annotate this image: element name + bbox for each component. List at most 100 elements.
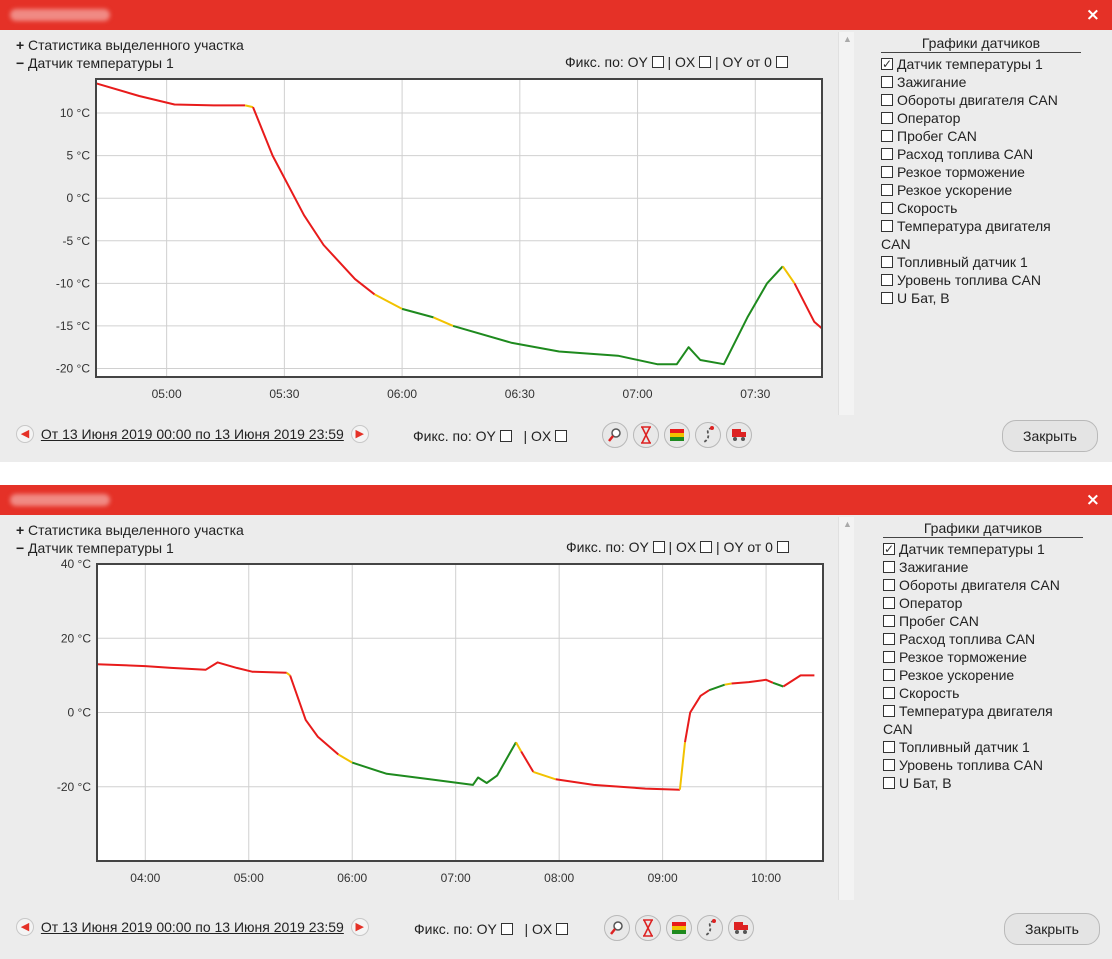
zoom-icon[interactable]	[604, 915, 630, 941]
sensor-checkbox[interactable]	[883, 651, 895, 663]
y-tick-label: -20 °C	[57, 780, 91, 794]
sensor-checkbox[interactable]	[881, 292, 893, 304]
bottom-fix-ox-checkbox[interactable]	[555, 430, 568, 442]
color-bars-icon[interactable]	[666, 915, 692, 941]
sensor-checkbox[interactable]	[881, 256, 893, 268]
title-redacted	[10, 9, 110, 21]
sensor-checkbox[interactable]	[881, 55, 893, 73]
color-bars-icon[interactable]	[664, 422, 690, 448]
hourglass-icon[interactable]	[635, 915, 661, 941]
y-tick-label: -10 °C	[56, 276, 90, 290]
next-period-icon[interactable]: ▶	[350, 918, 369, 937]
temperature-chart[interactable]: 05:00 05:30 06:00 06:30 07:00 07:30 10 °C 5 °C 0…	[0, 72, 835, 402]
stats-toggle[interactable]: + Статистика выделенного участка	[16, 522, 244, 538]
stats-toggle[interactable]: + Статистика выделенного участка	[16, 37, 244, 53]
sensor-item[interactable]: Уровень топлива CAN	[883, 756, 1083, 774]
sensor-item[interactable]: Топливный датчик 1	[881, 253, 1081, 271]
sensor-item[interactable]: Температура двигателя CAN	[883, 702, 1083, 738]
sensor-checkbox[interactable]	[881, 166, 893, 178]
sensor-item[interactable]: Пробег CAN	[883, 612, 1083, 630]
sensor-item[interactable]: Зажигание	[883, 558, 1083, 576]
sensor-checkbox[interactable]	[881, 130, 893, 142]
fix-ox-checkbox[interactable]	[699, 56, 712, 68]
sensor-item[interactable]: Оператор	[883, 594, 1083, 612]
sensor-item[interactable]: Резкое торможение	[881, 163, 1081, 181]
sensor-item[interactable]: Резкое ускорение	[883, 666, 1083, 684]
sensor-item[interactable]: Резкое торможение	[883, 648, 1083, 666]
close-button[interactable]: Закрыть	[1004, 913, 1100, 945]
sensor-checkbox[interactable]	[881, 148, 893, 160]
sensor-checkbox[interactable]	[883, 579, 895, 591]
close-icon[interactable]: ×	[1085, 5, 1100, 25]
sensor-checkbox[interactable]	[881, 184, 893, 196]
scroll-up-icon[interactable]: ▲	[843, 519, 852, 529]
sensor-item[interactable]: Зажигание	[881, 73, 1081, 91]
sensor-checkbox[interactable]	[881, 76, 893, 88]
bottom-fix-oy-checkbox[interactable]	[500, 923, 513, 935]
sensor-item[interactable]: Датчик температуры 1	[881, 55, 1081, 73]
sensor-item[interactable]: Скорость	[883, 684, 1083, 702]
sensor-item[interactable]: Уровень топлива CAN	[881, 271, 1081, 289]
close-icon[interactable]: ×	[1085, 490, 1100, 510]
bottom-fix-ox-checkbox[interactable]	[556, 923, 569, 935]
temperature-chart[interactable]: 04:00 05:00 06:00 07:00 08:00 09:00 10:00 40 °C…	[0, 557, 835, 887]
sensor-checkbox[interactable]	[883, 759, 895, 771]
fix-oy0-checkbox[interactable]	[776, 541, 789, 553]
sensor-checkbox[interactable]	[883, 741, 895, 753]
fix-oy-checkbox[interactable]	[652, 541, 665, 553]
fix-ox-label: | OX	[667, 54, 696, 70]
truck-icon[interactable]	[726, 422, 752, 448]
chart-scrollbar[interactable]: ▲	[838, 32, 854, 415]
sensor-label: Уровень топлива CAN	[899, 757, 1043, 773]
sensor-checkbox[interactable]	[883, 633, 895, 645]
prev-period-icon[interactable]: ◀	[16, 425, 34, 444]
sensor-checkbox[interactable]	[883, 597, 895, 609]
sensor-checkbox[interactable]	[883, 777, 895, 789]
sensor-toggle[interactable]: − Датчик температуры 1	[16, 540, 174, 556]
next-period-icon[interactable]: ▶	[350, 425, 369, 444]
sensor-item[interactable]: Топливный датчик 1	[883, 738, 1083, 756]
sensor-toggle[interactable]: − Датчик температуры 1	[16, 55, 174, 71]
sensor-checkbox[interactable]	[881, 220, 893, 232]
fix-oy-checkbox[interactable]	[651, 56, 664, 68]
sensor-checkbox[interactable]	[883, 561, 895, 573]
sensor-item[interactable]: U Бат, В	[881, 289, 1081, 307]
sensor-item[interactable]: Расход топлива CAN	[881, 145, 1081, 163]
sensor-item[interactable]: Скорость	[881, 199, 1081, 217]
route-icon[interactable]	[695, 422, 721, 448]
period-link[interactable]: От 13 Июня 2019 00:00 по 13 Июня 2019 23…	[40, 919, 344, 936]
scroll-up-icon[interactable]: ▲	[843, 34, 852, 44]
sensor-item[interactable]: U Бат, В	[883, 774, 1083, 792]
fix-oy0-checkbox[interactable]	[775, 56, 788, 68]
sensor-item[interactable]: Оператор	[881, 109, 1081, 127]
sensor-label: Оператор	[899, 595, 963, 611]
sensor-checkbox[interactable]	[881, 202, 893, 214]
sensor-checkbox[interactable]	[883, 669, 895, 681]
sensor-item[interactable]: Резкое ускорение	[881, 181, 1081, 199]
prev-period-icon[interactable]: ◀	[16, 918, 34, 937]
sensor-item[interactable]: Обороты двигателя CAN	[881, 91, 1081, 109]
sensor-item[interactable]: Пробег CAN	[881, 127, 1081, 145]
sensor-item[interactable]: Датчик температуры 1	[883, 540, 1083, 558]
sensor-chart-window-2: × + Статистика выделенного участка − Датчи…	[0, 485, 1112, 959]
sensor-checkbox[interactable]	[881, 94, 893, 106]
hourglass-icon[interactable]	[633, 422, 659, 448]
route-icon[interactable]	[697, 915, 723, 941]
sensor-checkbox[interactable]	[881, 274, 893, 286]
sensor-checkbox[interactable]	[881, 112, 893, 124]
sensor-checkbox[interactable]	[883, 540, 895, 558]
sensor-label: Топливный датчик 1	[899, 739, 1030, 755]
sensor-checkbox[interactable]	[883, 615, 895, 627]
sensor-checkbox[interactable]	[883, 705, 895, 717]
truck-icon[interactable]	[728, 915, 754, 941]
period-link[interactable]: От 13 Июня 2019 00:00 по 13 Июня 2019 23…	[40, 426, 344, 443]
bottom-fix-oy-checkbox[interactable]	[499, 430, 512, 442]
close-button[interactable]: Закрыть	[1002, 420, 1098, 452]
zoom-icon[interactable]	[602, 422, 628, 448]
fix-ox-checkbox[interactable]	[700, 541, 713, 553]
chart-scrollbar[interactable]: ▲	[838, 517, 854, 900]
sensor-checkbox[interactable]	[883, 687, 895, 699]
sensor-item[interactable]: Расход топлива CAN	[883, 630, 1083, 648]
sensor-item[interactable]: Температура двигателя CAN	[881, 217, 1081, 253]
sensor-item[interactable]: Обороты двигателя CAN	[883, 576, 1083, 594]
